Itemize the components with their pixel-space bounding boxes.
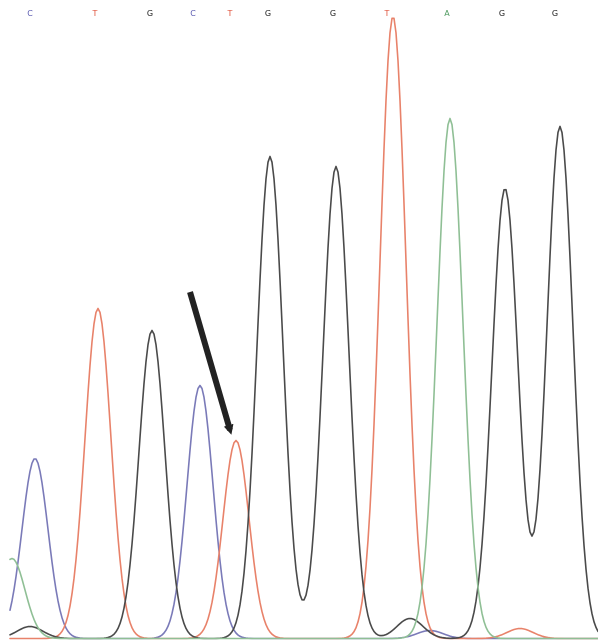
- base-call-9: G: [499, 9, 505, 18]
- base-call-6: G: [330, 9, 336, 18]
- traces-layer: [9, 17, 598, 640]
- trace-T: [9, 17, 598, 640]
- base-call-1: T: [92, 9, 98, 18]
- base-call-2: G: [147, 9, 153, 18]
- base-call-5: G: [265, 9, 271, 18]
- base-call-4: T: [227, 9, 233, 18]
- trace-A: [9, 117, 598, 640]
- base-call-8: A: [444, 9, 450, 18]
- base-call-7: T: [384, 9, 390, 18]
- base-call-0: C: [27, 9, 33, 18]
- annotation-arrow: [187, 291, 234, 435]
- base-call-10: G: [552, 9, 558, 18]
- annotation-layer: [187, 291, 234, 435]
- trace-G: [9, 125, 598, 640]
- base-call-3: C: [190, 9, 196, 18]
